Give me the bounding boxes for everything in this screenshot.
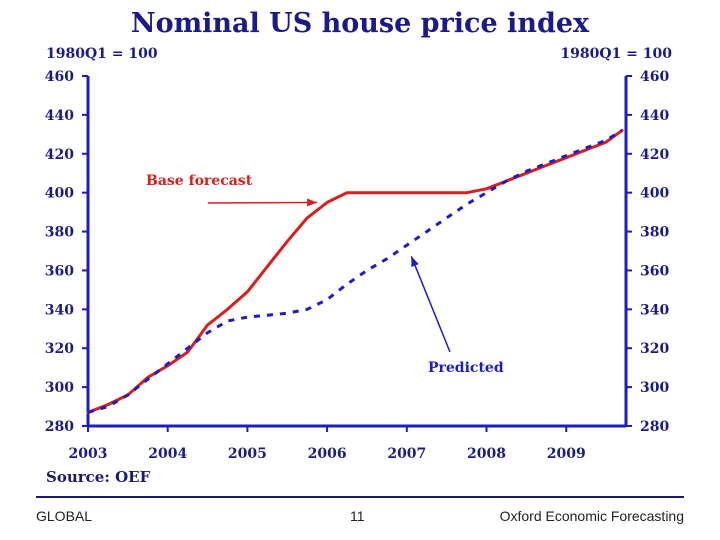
annotation-label-predicted: Predicted — [428, 360, 504, 376]
series-line-base-forecast — [86, 128, 624, 414]
footer-right-text: Oxford Economic Forecasting — [499, 508, 684, 524]
y-tick-label-left: 320 — [45, 341, 74, 357]
x-tick-label: 2008 — [467, 446, 506, 462]
annotation-arrow-base-forecast — [207, 201, 318, 204]
annotation-arrowhead-base-forecast — [307, 198, 318, 207]
y-tick-label-left: 380 — [45, 225, 74, 241]
y-tick-label-right: 280 — [640, 419, 669, 435]
x-tick-label: 2005 — [228, 446, 267, 462]
y-tick-label-right: 380 — [640, 225, 669, 241]
y-tick-label-right: 420 — [640, 147, 669, 163]
y-tick-label-right: 340 — [640, 302, 669, 318]
annotation-label-base-forecast: Base forecast — [146, 173, 253, 189]
y-tick-label-right: 400 — [640, 186, 669, 202]
footer-left-text: GLOBAL — [36, 508, 93, 524]
house-price-chart: Nominal US house price index 1980Q1 = 10… — [45, 8, 672, 486]
y-tick-label-left: 340 — [45, 302, 74, 318]
y-tick-label-left: 420 — [45, 147, 74, 163]
y-tick-label-left: 300 — [45, 380, 74, 396]
y-axis-label-right: 1980Q1 = 100 — [560, 46, 672, 62]
y-tick-label-left: 360 — [45, 263, 74, 279]
chart-title: Nominal US house price index — [131, 8, 590, 39]
x-tick-label: 2006 — [308, 446, 347, 462]
annotation-arrowhead-predicted — [411, 256, 419, 268]
footer-divider — [36, 496, 684, 498]
y-tick-label-right: 300 — [640, 380, 669, 396]
y-tick-label-right: 360 — [640, 263, 669, 279]
annotation-arrow-predicted — [410, 256, 451, 353]
y-tick-label-right: 320 — [640, 341, 669, 357]
x-tick-label: 2007 — [387, 446, 426, 462]
page-number: 11 — [350, 508, 365, 524]
series-line-predicted — [87, 129, 623, 414]
x-tick-label: 2003 — [69, 446, 108, 462]
y-axis-label-left: 1980Q1 = 100 — [46, 46, 158, 62]
y-tick-label-left: 440 — [45, 108, 74, 124]
y-tick-label-right: 440 — [640, 108, 669, 124]
x-tick-label: 2004 — [148, 446, 187, 462]
y-tick-label-right: 460 — [640, 69, 669, 85]
y-tick-label-left: 280 — [45, 419, 74, 435]
x-tick-label: 2009 — [547, 446, 586, 462]
y-tick-label-left: 400 — [45, 186, 74, 202]
source-label: Source: OEF — [46, 468, 151, 486]
y-tick-label-left: 460 — [45, 69, 74, 85]
